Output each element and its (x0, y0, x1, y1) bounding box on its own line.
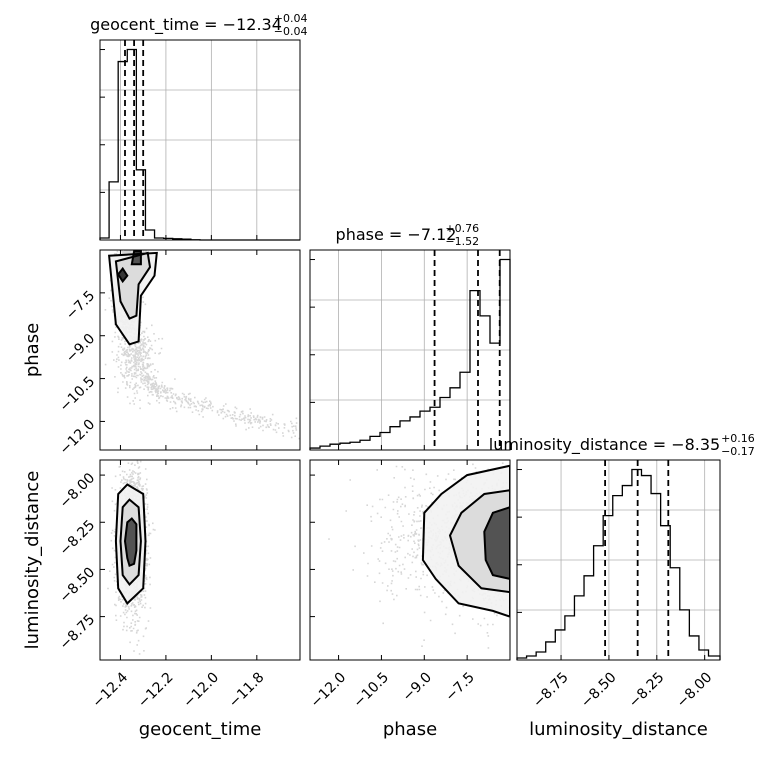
title-median: −12.34 (223, 15, 282, 34)
x-tick-label: −12.4 (90, 669, 132, 711)
contour-line-3 (116, 266, 129, 284)
x-tick-label: −11.8 (226, 669, 268, 711)
y-tick-label: −8.50 (57, 564, 99, 606)
title-plus: +0.16 (721, 432, 755, 445)
y-tick-label: −12.0 (57, 416, 99, 458)
title-median: −7.12 (407, 225, 456, 244)
title-text: geocent_time = (90, 15, 223, 35)
title-minus: −0.04 (274, 25, 308, 38)
title-text: phase = (336, 225, 408, 244)
contour-line-2 (130, 250, 142, 266)
title-median: −8.35 (671, 435, 720, 454)
contour-fill-1 (115, 252, 150, 319)
histogram-luminosity_distance (516, 468, 721, 660)
panel-title-luminosity_distance: luminosity_distance = −8.35 (489, 435, 720, 455)
y-tick-label: −10.5 (57, 374, 99, 416)
y-axis-label-luminosity_distance: luminosity_distance (22, 471, 43, 650)
x-tick-label: −12.0 (180, 669, 222, 711)
y-axis-label-phase: phase (22, 323, 43, 377)
contour-line-1 (114, 251, 152, 320)
pair-plot-area (328, 462, 510, 649)
contour-fill-2 (484, 507, 510, 579)
diag-panel-geocent_time: geocent_time = −12.34+0.04−0.04 (90, 12, 308, 241)
contour-line-1 (119, 498, 142, 587)
title-minus: −1.52 (445, 235, 479, 248)
pair-panel-phase-luminosity_distance (309, 459, 511, 661)
y-tick-label: −8.25 (57, 517, 99, 559)
x-tick-label: −8.50 (578, 669, 620, 711)
histogram-phase (309, 258, 511, 450)
contour-line-2 (483, 506, 510, 580)
y-tick-label: −9.0 (63, 331, 98, 366)
diag-panel-phase: phase = −7.12+0.76−1.52 (309, 222, 511, 451)
x-axis-label-geocent_time: geocent_time (139, 719, 262, 740)
contour-line-2 (123, 517, 138, 568)
contour-line-1 (448, 489, 510, 594)
pair-plot-area (107, 460, 156, 655)
y-tick-label: −7.5 (63, 288, 98, 323)
x-axis-label-luminosity_distance: luminosity_distance (529, 719, 708, 740)
x-tick-label: −7.5 (443, 669, 478, 704)
x-axis-label-phase: phase (383, 719, 437, 740)
contour-line-0 (108, 251, 158, 346)
y-tick-label: −8.00 (57, 470, 99, 512)
y-tick-label: −8.75 (57, 612, 99, 654)
x-tick-label: −8.25 (626, 669, 668, 711)
pair-panel-geocent_time-phase (99, 249, 301, 451)
title-minus: −0.17 (721, 445, 755, 458)
histogram-geocent_time (99, 48, 300, 241)
panel-frame (309, 459, 511, 661)
x-tick-label: −10.5 (351, 669, 393, 711)
contour-line-0 (421, 464, 510, 618)
pair-panel-geocent_time-luminosity_distance (99, 459, 301, 661)
x-tick-label: −12.2 (135, 669, 177, 711)
contour-line-0 (114, 483, 147, 605)
panel-frame (99, 459, 301, 661)
panel-frame (99, 39, 301, 241)
contour-fill-2 (125, 518, 137, 566)
x-tick-label: −8.00 (674, 669, 716, 711)
panel-frame (309, 249, 511, 451)
title-plus: +0.76 (445, 222, 479, 235)
panel-title-geocent_time: geocent_time = −12.34 (90, 15, 282, 35)
panel-frame (99, 249, 301, 451)
x-tick-label: −12.0 (308, 669, 350, 711)
x-tick-label: −9.0 (400, 669, 435, 704)
title-plus: +0.04 (274, 12, 308, 25)
title-text: luminosity_distance = (489, 435, 671, 455)
diag-panel-luminosity_distance: luminosity_distance = −8.35 +0.16−0.17 (489, 432, 755, 661)
panel-frame (516, 459, 721, 661)
pair-plot-area (104, 250, 300, 440)
x-tick-label: −8.75 (530, 669, 572, 711)
panel-title-phase: phase = −7.12 (336, 225, 457, 244)
